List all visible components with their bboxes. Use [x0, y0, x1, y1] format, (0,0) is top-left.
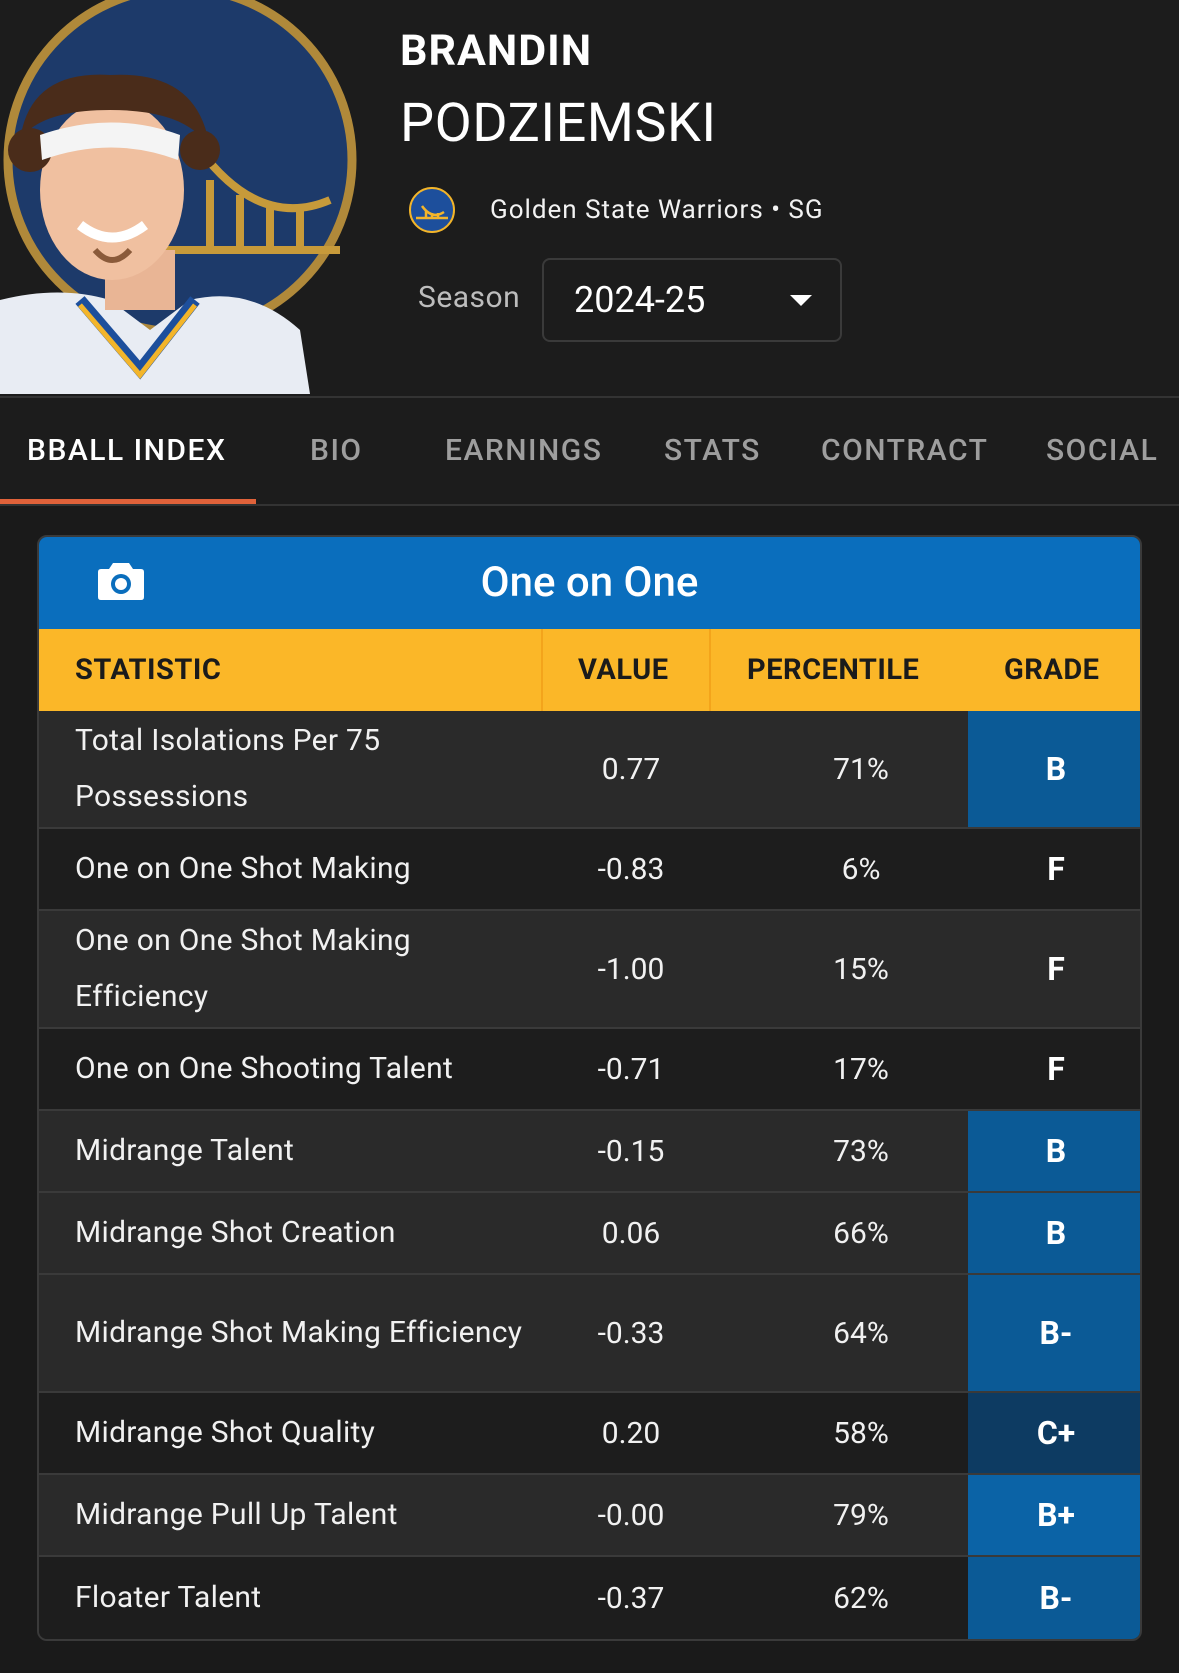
stat-name: One on One Shot Making Efficiency — [75, 923, 411, 1014]
season-select[interactable]: 2024-25 — [542, 258, 842, 342]
stat-name: Midrange Shot Making Efficiency — [75, 1315, 523, 1350]
stat-percentile: 66% — [833, 1215, 889, 1251]
table-row[interactable]: Midrange Talent -0.15 73% B — [39, 1111, 1140, 1193]
player-headshot — [0, 0, 360, 394]
stat-value: -0.71 — [597, 1051, 665, 1087]
stat-percentile: 73% — [833, 1133, 889, 1169]
tab-social[interactable]: SOCIAL — [1046, 433, 1159, 468]
stat-percentile: 62% — [833, 1580, 889, 1616]
player-header: BRANDIN PODZIEMSKI Golden State Warriors… — [0, 0, 1179, 396]
stat-percentile: 71% — [833, 751, 889, 787]
stat-name: Midrange Shot Creation — [75, 1215, 396, 1250]
stat-percentile: 6% — [841, 851, 881, 887]
stat-value: -1.00 — [597, 951, 665, 987]
player-first-name: BRANDIN — [400, 26, 593, 76]
stat-name: Total Isolations Per 75 Possessions — [75, 723, 381, 814]
stat-grade: B — [968, 1193, 1140, 1273]
stat-name: Midrange Talent — [75, 1133, 295, 1168]
card-title: One on One — [480, 558, 699, 607]
active-tab-indicator — [0, 499, 256, 504]
col-percentile[interactable]: PERCENTILE — [747, 653, 920, 687]
camera-icon[interactable] — [97, 559, 145, 601]
stat-name: Midrange Shot Quality — [75, 1415, 376, 1450]
tab-earnings[interactable]: EARNINGS — [445, 433, 603, 468]
stat-grade: C+ — [968, 1393, 1140, 1473]
col-divider — [709, 629, 711, 711]
table-body: Total Isolations Per 75 Possessions 0.77… — [39, 711, 1140, 1639]
stat-grade: B- — [968, 1557, 1140, 1639]
chevron-down-icon — [790, 294, 812, 306]
warriors-logo-icon — [409, 187, 455, 233]
table-row[interactable]: Midrange Shot Creation 0.06 66% B — [39, 1193, 1140, 1275]
stat-value: 0.20 — [601, 1415, 661, 1451]
tab-bar: BBALL INDEX BIO EARNINGS STATS CONTRACT … — [0, 396, 1179, 506]
stat-name: Midrange Pull Up Talent — [75, 1497, 398, 1532]
season-label: Season — [418, 280, 521, 315]
table-row[interactable]: One on One Shot Making -0.83 6% F — [39, 829, 1140, 911]
stat-name: One on One Shot Making — [75, 851, 411, 886]
table-row[interactable]: Midrange Shot Quality 0.20 58% C+ — [39, 1393, 1140, 1475]
table-row[interactable]: Midrange Shot Making Efficiency -0.33 64… — [39, 1275, 1140, 1393]
stat-value: 0.77 — [601, 751, 661, 787]
stat-grade: F — [1047, 950, 1065, 988]
table-row[interactable]: Total Isolations Per 75 Possessions 0.77… — [39, 711, 1140, 829]
tab-contract[interactable]: CONTRACT — [821, 433, 989, 468]
table-header: STATISTIC VALUE PERCENTILE GRADE — [39, 629, 1140, 711]
stat-value: -0.00 — [597, 1497, 665, 1533]
player-last-name: PODZIEMSKI — [400, 92, 717, 155]
card-title-bar: One on One — [39, 537, 1140, 629]
table-row[interactable]: Midrange Pull Up Talent -0.00 79% B+ — [39, 1475, 1140, 1557]
col-divider — [541, 629, 543, 711]
stat-name: Floater Talent — [75, 1580, 262, 1615]
stat-percentile: 17% — [833, 1051, 889, 1087]
stat-grade: B — [968, 711, 1140, 827]
stat-percentile: 64% — [833, 1315, 889, 1351]
stat-grade: F — [1047, 1050, 1065, 1088]
col-grade[interactable]: GRADE — [1004, 653, 1100, 687]
tab-bio[interactable]: BIO — [310, 433, 363, 468]
stat-value: -0.15 — [597, 1133, 665, 1169]
stat-percentile: 15% — [833, 951, 889, 987]
stat-value: 0.06 — [601, 1215, 661, 1251]
team-info: Golden State Warriors • SG — [408, 184, 824, 236]
stat-percentile: 58% — [833, 1415, 889, 1451]
stat-grade: B — [968, 1111, 1140, 1191]
table-row[interactable]: One on One Shot Making Efficiency -1.00 … — [39, 911, 1140, 1029]
stat-percentile: 79% — [833, 1497, 889, 1533]
stat-value: -0.33 — [597, 1315, 665, 1351]
stat-grade: F — [1047, 850, 1065, 888]
team-position: Golden State Warriors • SG — [490, 195, 824, 225]
stat-name: One on One Shooting Talent — [75, 1051, 454, 1086]
player-headshot-image — [0, 0, 357, 394]
stat-grade: B+ — [968, 1475, 1140, 1555]
col-statistic[interactable]: STATISTIC — [75, 653, 222, 687]
table-row[interactable]: Floater Talent -0.37 62% B- — [39, 1557, 1140, 1639]
one-on-one-card: One on One STATISTIC VALUE PERCENTILE GR… — [37, 535, 1142, 1641]
table-row[interactable]: One on One Shooting Talent -0.71 17% F — [39, 1029, 1140, 1111]
col-value[interactable]: VALUE — [578, 653, 669, 687]
stat-value: -0.83 — [597, 851, 665, 887]
season-value: 2024-25 — [574, 279, 706, 321]
tab-stats[interactable]: STATS — [664, 433, 761, 468]
tab-bball-index[interactable]: BBALL INDEX — [27, 433, 227, 468]
stat-value: -0.37 — [597, 1580, 665, 1616]
stat-grade: B- — [968, 1275, 1140, 1391]
